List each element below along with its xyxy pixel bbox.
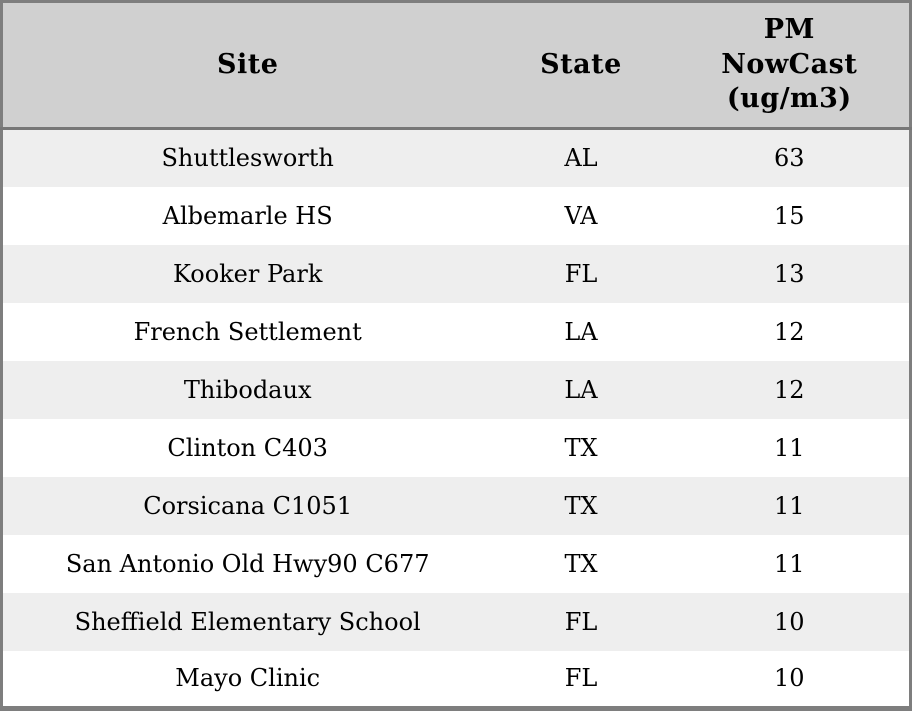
cell-pm-nowcast: 12: [774, 375, 805, 404]
cell-site: French Settlement: [133, 317, 362, 346]
cell-state: LA: [564, 317, 598, 346]
cell-state: TX: [564, 491, 598, 520]
table-row: Sheffield Elementary School FL 10: [1, 592, 911, 651]
cell-state: AL: [564, 144, 598, 173]
table-row: Albemarle HS VA 15: [1, 186, 911, 245]
cell-site: Kooker Park: [172, 259, 323, 288]
cell-state: FL: [564, 607, 598, 636]
cell-pm-nowcast: 63: [774, 144, 805, 173]
table-row: Corsicana C1051 TX 11: [1, 476, 911, 535]
cell-pm-nowcast: 10: [774, 607, 805, 636]
cell-state: LA: [564, 375, 598, 404]
cell-site: Corsicana C1051: [143, 491, 353, 520]
cell-site: Shuttlesworth: [161, 144, 334, 173]
cell-state: FL: [564, 664, 598, 693]
table-row: Clinton C403 TX 11: [1, 418, 911, 477]
column-header-site: Site: [1, 1, 493, 130]
cell-state: FL: [564, 259, 598, 288]
cell-pm-nowcast: 11: [774, 549, 805, 578]
cell-pm-nowcast: 15: [774, 201, 805, 230]
cell-state: TX: [564, 549, 598, 578]
cell-state: TX: [564, 433, 598, 462]
table-row: French Settlement LA 12: [1, 302, 911, 361]
cell-site: Albemarle HS: [162, 201, 333, 230]
cell-pm-nowcast: 10: [774, 664, 805, 693]
table-body: Shuttlesworth AL 63 Albemarle HS VA 15 K…: [1, 128, 911, 709]
column-header-pm-nowcast: PM NowCast (ug/m3): [669, 1, 911, 130]
cell-state: VA: [564, 201, 598, 230]
cell-pm-nowcast: 13: [774, 259, 805, 288]
header-row: Site State PM NowCast (ug/m3): [1, 1, 911, 130]
column-header-state: State: [492, 1, 670, 130]
cell-site: Mayo Clinic: [175, 664, 321, 693]
cell-pm-nowcast: 12: [774, 317, 805, 346]
cell-pm-nowcast: 11: [774, 433, 805, 462]
cell-pm-nowcast: 11: [774, 491, 805, 520]
table-row: San Antonio Old Hwy90 C677 TX 11: [1, 534, 911, 593]
cell-site: Sheffield Elementary School: [74, 607, 421, 636]
table-row: Mayo Clinic FL 10: [1, 650, 911, 709]
table-row: Thibodaux LA 12: [1, 360, 911, 419]
table-row: Shuttlesworth AL 63: [1, 128, 911, 187]
cell-site: Clinton C403: [167, 433, 328, 462]
cell-site: Thibodaux: [183, 375, 312, 404]
cell-site: San Antonio Old Hwy90 C677: [65, 549, 430, 578]
table-row: Kooker Park FL 13: [1, 244, 911, 303]
table-header: Site State PM NowCast (ug/m3): [1, 1, 911, 130]
